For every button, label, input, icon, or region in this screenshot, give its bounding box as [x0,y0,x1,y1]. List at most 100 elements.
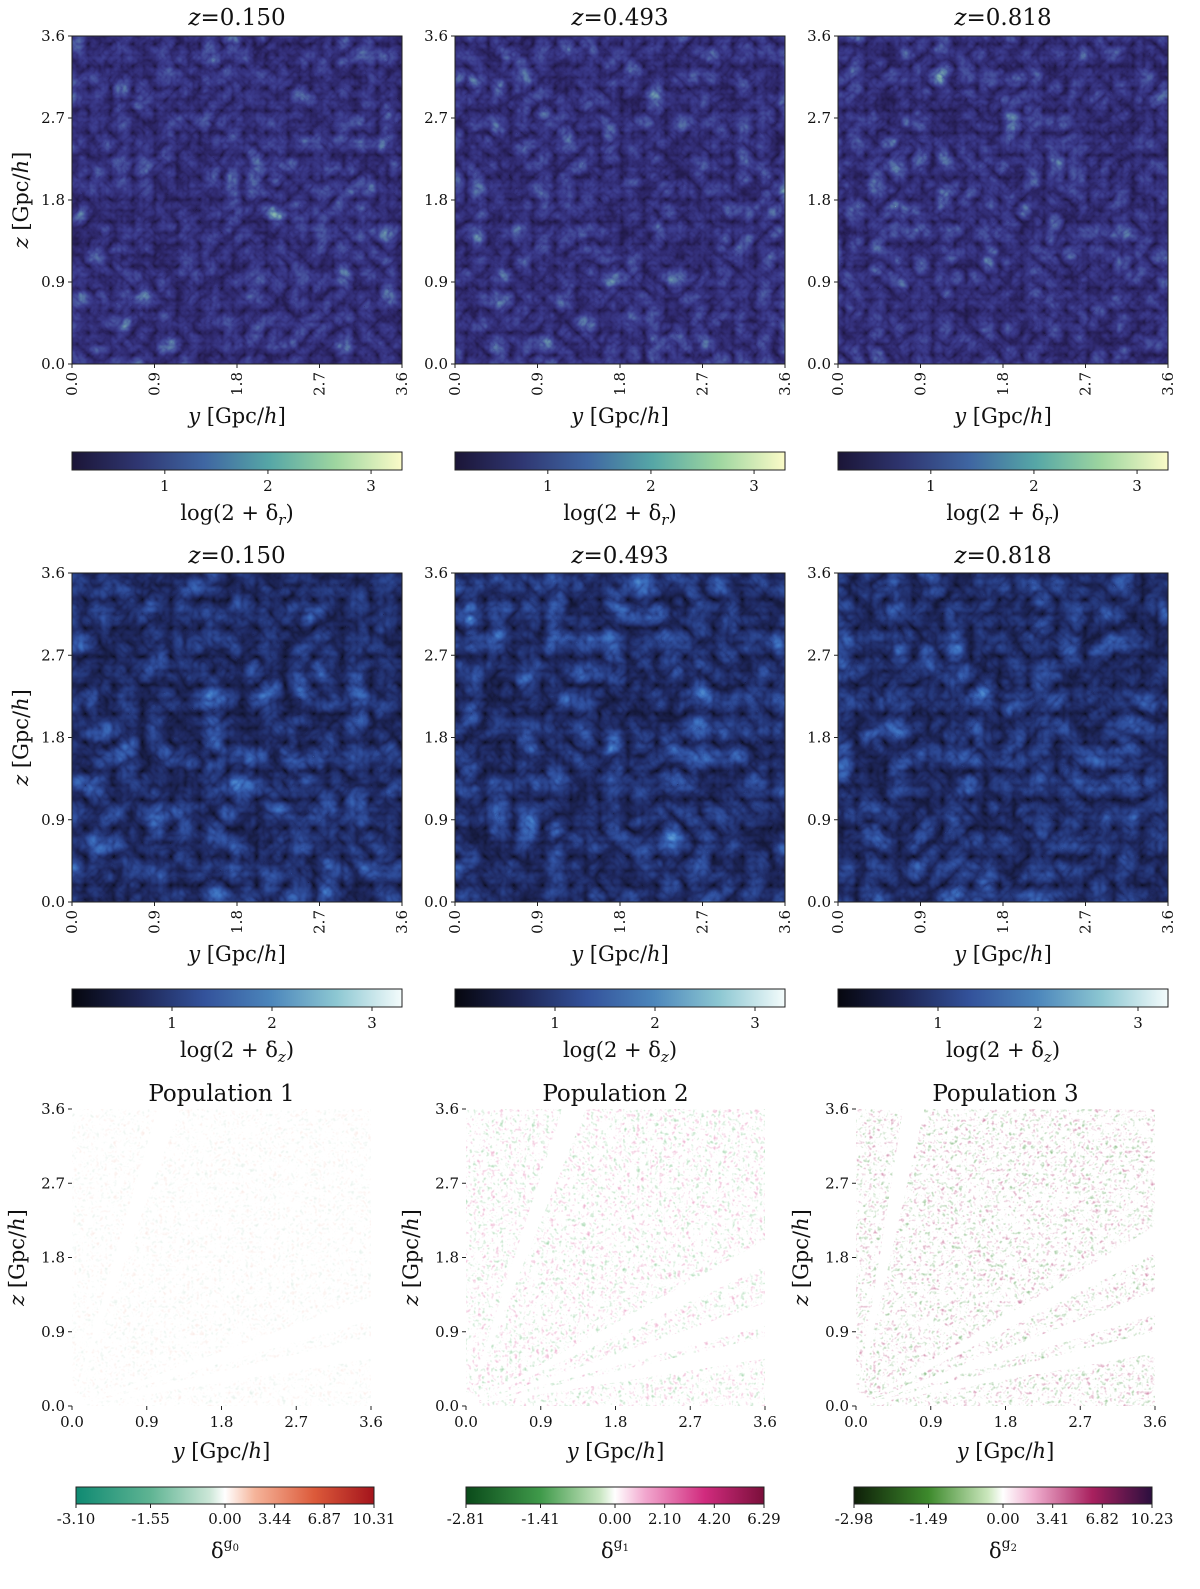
y-tick-label: 3.6 [807,27,831,45]
colorbar-tick-label: -1.49 [909,1510,947,1528]
panel-title: z=0.493 [570,5,668,31]
colorbar-tick-label: -1.41 [521,1510,559,1528]
colorbar-label: log(2 + δr) [180,501,293,529]
y-tick-label: 0.9 [41,273,65,291]
colorbar-gradient [465,1486,765,1505]
x-tick-label: 3.6 [393,910,411,934]
x-tick-label: 2.7 [678,1413,702,1431]
x-tick-label: 1.8 [210,1413,234,1431]
panel-2-3: z=0.818 0.0 0.9 1.8 2.7 3.6 0.0 0.9 1.8 2.7 3.6 1 2 3… [807,543,1177,1066]
x-tick-label: 0.9 [529,1413,553,1431]
colorbar-tick-label: 2 [646,477,656,495]
colorbar-tick-label: 0.00 [986,1510,1019,1528]
y-tick-label: 2.7 [807,646,831,664]
panel-title: Population 2 [542,1081,688,1107]
y-tick-label: 2.7 [435,1174,459,1192]
y-tick-label: 2.7 [41,646,65,664]
y-tick-label: 3.6 [41,1100,65,1118]
colorbar-tick-label: 6.87 [308,1510,341,1528]
y-tick-label: 1.8 [41,1249,65,1267]
panel-title: z=0.818 [953,543,1051,569]
x-tick-label: 1.8 [994,910,1012,934]
panel-title: z=0.150 [187,543,285,569]
panel-1-1: z=0.150 0.0 0.9 1.8 2.7 3.6 0.0 0.9 1.8 2.7 3.6 1 2 3… [41,5,411,529]
y-tick-label: 0.0 [825,1397,849,1415]
x-tick-label: 1.8 [228,910,246,934]
x-tick-label: 3.6 [1143,1413,1167,1431]
colorbar-tick-label: 0.00 [208,1510,241,1528]
density-texture [72,36,402,364]
colorbar-tick-label: 1 [926,477,936,495]
x-axis-label: y [Gpc/h] [566,1439,665,1463]
density-field [838,36,1168,364]
galaxy-texture [72,1109,371,1406]
colorbar-tick-label: 3 [749,477,759,495]
colorbar: 1 2 3 log(2 + δr) [837,451,1169,529]
colorbar: 1 2 3 log(2 + δz) [837,988,1169,1066]
colorbar-gradient [75,1486,375,1505]
colorbar-tick-label: -2.98 [835,1510,873,1528]
colorbar-tick-label: 6.82 [1086,1510,1119,1528]
x-axis-label: y [Gpc/h] [953,942,1052,966]
x-tick-label: 3.6 [776,910,794,934]
y-tick-label: 2.7 [424,109,448,127]
x-tick-label: 0.0 [60,1413,84,1431]
colorbar-tick-label: 2 [1033,1014,1043,1032]
x-tick-label: 0.9 [912,372,930,396]
colorbar-tick-label: 3 [367,1014,377,1032]
x-tick-label: 2.7 [694,372,712,396]
colorbar-tick-label: 3 [1132,477,1142,495]
y-tick-label: 2.7 [41,109,65,127]
x-tick-label: 1.8 [228,372,246,396]
y-tick-label: 2.7 [41,1174,65,1192]
x-tick-label: 3.6 [359,1413,383,1431]
colorbar-gradient [71,451,403,471]
colorbar: -3.10 -1.55 0.00 3.44 6.87 10.31 δg0 [57,1486,395,1563]
colorbar-gradient [837,988,1169,1008]
x-tick-label: 2.7 [694,910,712,934]
y-axis-label: z [Gpc/h] [9,152,33,250]
x-tick-label: 3.6 [393,372,411,396]
colorbar: -2.98 -1.49 0.00 3.41 6.82 10.23 δg2 [835,1486,1174,1563]
x-tick-label: 0.0 [829,910,847,934]
y-tick-label: 3.6 [41,27,65,45]
colorbar-label: δg2 [989,1536,1017,1563]
x-tick-label: 3.6 [753,1413,777,1431]
x-tick-label: 2.7 [311,372,329,396]
x-tick-label: 0.9 [529,910,547,934]
colorbar-label: δg1 [601,1536,629,1563]
x-axis-label: y [Gpc/h] [953,404,1052,428]
x-tick-label: 0.9 [135,1413,159,1431]
x-tick-label: 1.8 [994,1413,1018,1431]
y-tick-label: 3.6 [424,564,448,582]
galaxy-field [856,1109,1155,1406]
y-tick-label: 1.8 [424,191,448,209]
colorbar-tick-label: 1 [160,477,170,495]
colorbar-tick-label: -1.55 [131,1510,169,1528]
density-field [455,36,785,364]
colorbar-tick-label: 10.23 [1131,1510,1174,1528]
y-tick-label: 0.0 [41,355,65,373]
density-field [455,573,785,902]
y-tick-label: 0.0 [41,893,65,911]
x-axis-label: y [Gpc/h] [570,942,669,966]
x-tick-label: 0.0 [446,372,464,396]
y-tick-label: 2.7 [424,646,448,664]
x-tick-label: 3.6 [776,372,794,396]
density-texture [838,573,1168,902]
x-tick-label: 0.9 [912,910,930,934]
colorbar-gradient [454,988,786,1008]
galaxy-texture [466,1109,765,1406]
y-tick-label: 3.6 [825,1100,849,1118]
x-tick-label: 2.7 [311,910,329,934]
y-tick-label: 1.8 [825,1249,849,1267]
panel-1-2: z=0.493 0.0 0.9 1.8 2.7 3.6 0.0 0.9 1.8 2.7 3.6 1 2 3… [424,5,794,529]
x-axis-label: y [Gpc/h] [172,1439,271,1463]
density-field [838,573,1168,902]
colorbar-tick-label: 1 [543,477,553,495]
y-tick-label: 0.0 [41,1397,65,1415]
colorbar-tick-label: -2.81 [447,1510,485,1528]
y-tick-label: 0.0 [424,893,448,911]
colorbar-gradient [853,1486,1153,1505]
y-tick-label: 1.8 [435,1249,459,1267]
